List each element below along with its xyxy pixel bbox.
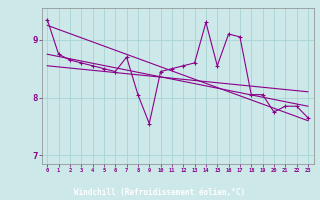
Text: Windchill (Refroidissement éolien,°C): Windchill (Refroidissement éolien,°C) <box>75 188 245 196</box>
